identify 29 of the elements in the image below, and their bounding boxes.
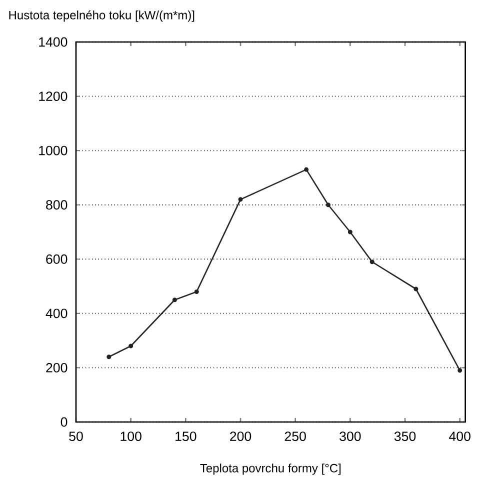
y-tick-label: 1400 xyxy=(39,37,68,47)
x-axis-title: Teplota povrchu formy [°C] xyxy=(200,464,341,475)
y-tick-label: 600 xyxy=(46,254,68,264)
y-tick-label: 1200 xyxy=(39,92,68,102)
point xyxy=(326,202,331,208)
y-tick-label: 200 xyxy=(46,362,68,372)
x-tick-label: 50 xyxy=(69,432,83,442)
x-tick-label: 150 xyxy=(176,432,196,442)
x-tick-label: 300 xyxy=(340,432,361,442)
point xyxy=(348,230,352,234)
point xyxy=(414,286,418,292)
point xyxy=(106,354,112,360)
point xyxy=(172,298,177,302)
y-axis-title: Hustota tepelného toku [kW/(m*m)] xyxy=(9,10,194,22)
point xyxy=(238,197,243,202)
y-tick-label: 1000 xyxy=(39,146,68,156)
x-tick-label: 400 xyxy=(449,432,470,442)
y-tick-label: 400 xyxy=(46,308,68,318)
x-tick-label: 200 xyxy=(230,432,252,442)
x-tick-label: 350 xyxy=(394,432,416,442)
y-tick-label: 800 xyxy=(46,200,68,210)
point xyxy=(370,260,374,264)
point xyxy=(194,289,199,294)
y-tick-label: 0 xyxy=(60,417,68,427)
point xyxy=(304,167,309,172)
x-tick-label: 100 xyxy=(120,432,142,442)
point xyxy=(128,344,134,348)
x-tick-label: 250 xyxy=(284,432,306,442)
point xyxy=(458,368,462,373)
